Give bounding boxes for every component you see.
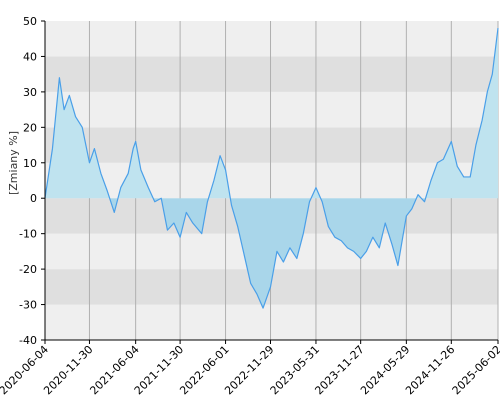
- area-fill: [45, 28, 498, 309]
- plot-band: [45, 127, 498, 163]
- plot-band: [45, 91, 498, 128]
- y-tick-labels: -40 -30 -20 -10 0 10 20 30 40 50: [19, 15, 37, 347]
- y-tick-label: 10: [23, 157, 37, 170]
- plot-band: [45, 56, 498, 92]
- area-fill-positive: [45, 28, 498, 199]
- y-axis-title: [Zmiany %]: [7, 131, 20, 195]
- y-tick-label: 20: [23, 121, 37, 134]
- y-tick-label: 30: [23, 86, 37, 99]
- y-tick-label: -30: [19, 299, 37, 312]
- plot-band: [45, 21, 498, 57]
- x-tick-labels: 2020-06-042020-11-302021-06-042021-11-30…: [0, 343, 500, 397]
- y-tick-label: -40: [19, 334, 37, 347]
- series-line-group: [44, 28, 499, 309]
- plot-bands: [45, 21, 498, 340]
- y-tick-label: -20: [19, 263, 37, 276]
- x-tick-label: 2025-06-02: [450, 343, 500, 397]
- y-tick-label: 40: [23, 50, 37, 63]
- y-tick-label: 50: [23, 15, 37, 28]
- plot-band: [45, 304, 498, 340]
- y-tick-label: -10: [19, 228, 37, 241]
- y-tick-label: 0: [30, 192, 37, 205]
- area-fill-negative: [109, 198, 426, 309]
- series-line: [44, 28, 499, 309]
- axes: [41, 20, 499, 344]
